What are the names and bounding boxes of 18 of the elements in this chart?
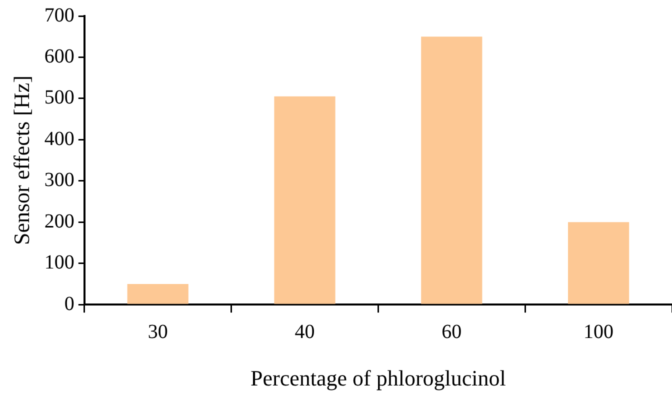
x-tick-label: 40 [294, 320, 315, 343]
bar [421, 36, 482, 304]
bar [568, 222, 630, 304]
y-tick-label: 200 [44, 210, 74, 232]
x-tick-label: 30 [148, 320, 168, 343]
y-tick-label: 0 [64, 292, 74, 315]
x-axis-title: Percentage of phloroglucinol [250, 366, 506, 391]
y-tick-label: 300 [44, 169, 74, 192]
y-tick-label: 500 [44, 86, 74, 109]
bar [274, 96, 336, 304]
bar [127, 284, 188, 304]
y-axis-title: Sensor effects [Hz] [8, 76, 34, 246]
x-tick-label: 60 [442, 320, 462, 343]
y-tick-label: 700 [44, 4, 74, 26]
x-tick-label: 100 [584, 320, 614, 343]
y-tick-label: 600 [44, 45, 74, 68]
y-tick-label: 100 [44, 252, 74, 274]
y-tick-label: 400 [44, 128, 74, 150]
